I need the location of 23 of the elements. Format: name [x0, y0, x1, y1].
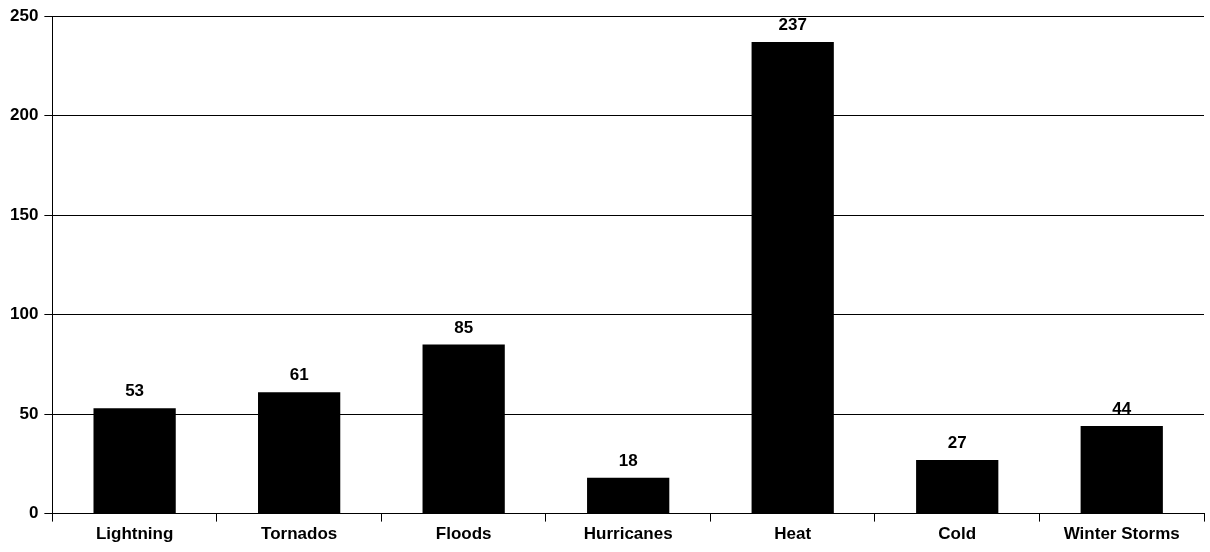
data-label: 18 — [618, 450, 638, 470]
data-label: 61 — [289, 365, 309, 385]
data-label: 53 — [125, 381, 145, 401]
x-tick-label: Hurricanes — [583, 524, 673, 544]
y-tick-label: 50 — [19, 403, 39, 423]
data-label: 27 — [947, 433, 967, 453]
bar — [587, 477, 670, 514]
data-label: 44 — [1112, 399, 1132, 419]
data-label: 237 — [778, 15, 807, 35]
x-tick-label: Tornados — [261, 524, 338, 544]
y-tick-label: 0 — [28, 503, 39, 523]
y-tick-label: 250 — [9, 5, 39, 25]
y-tick-label: 150 — [9, 204, 39, 224]
x-tick-label: Cold — [938, 524, 977, 544]
bar — [916, 459, 999, 514]
y-tick-label: 200 — [9, 105, 39, 125]
x-tick-label: Lightning — [95, 524, 174, 544]
data-label: 85 — [454, 317, 474, 337]
x-tick-label: Heat — [774, 524, 812, 544]
x-tick-label: Floods — [435, 524, 492, 544]
bar — [1080, 426, 1163, 514]
x-tick-label: Winter Storms — [1063, 524, 1180, 544]
y-tick-label: 100 — [9, 304, 39, 324]
